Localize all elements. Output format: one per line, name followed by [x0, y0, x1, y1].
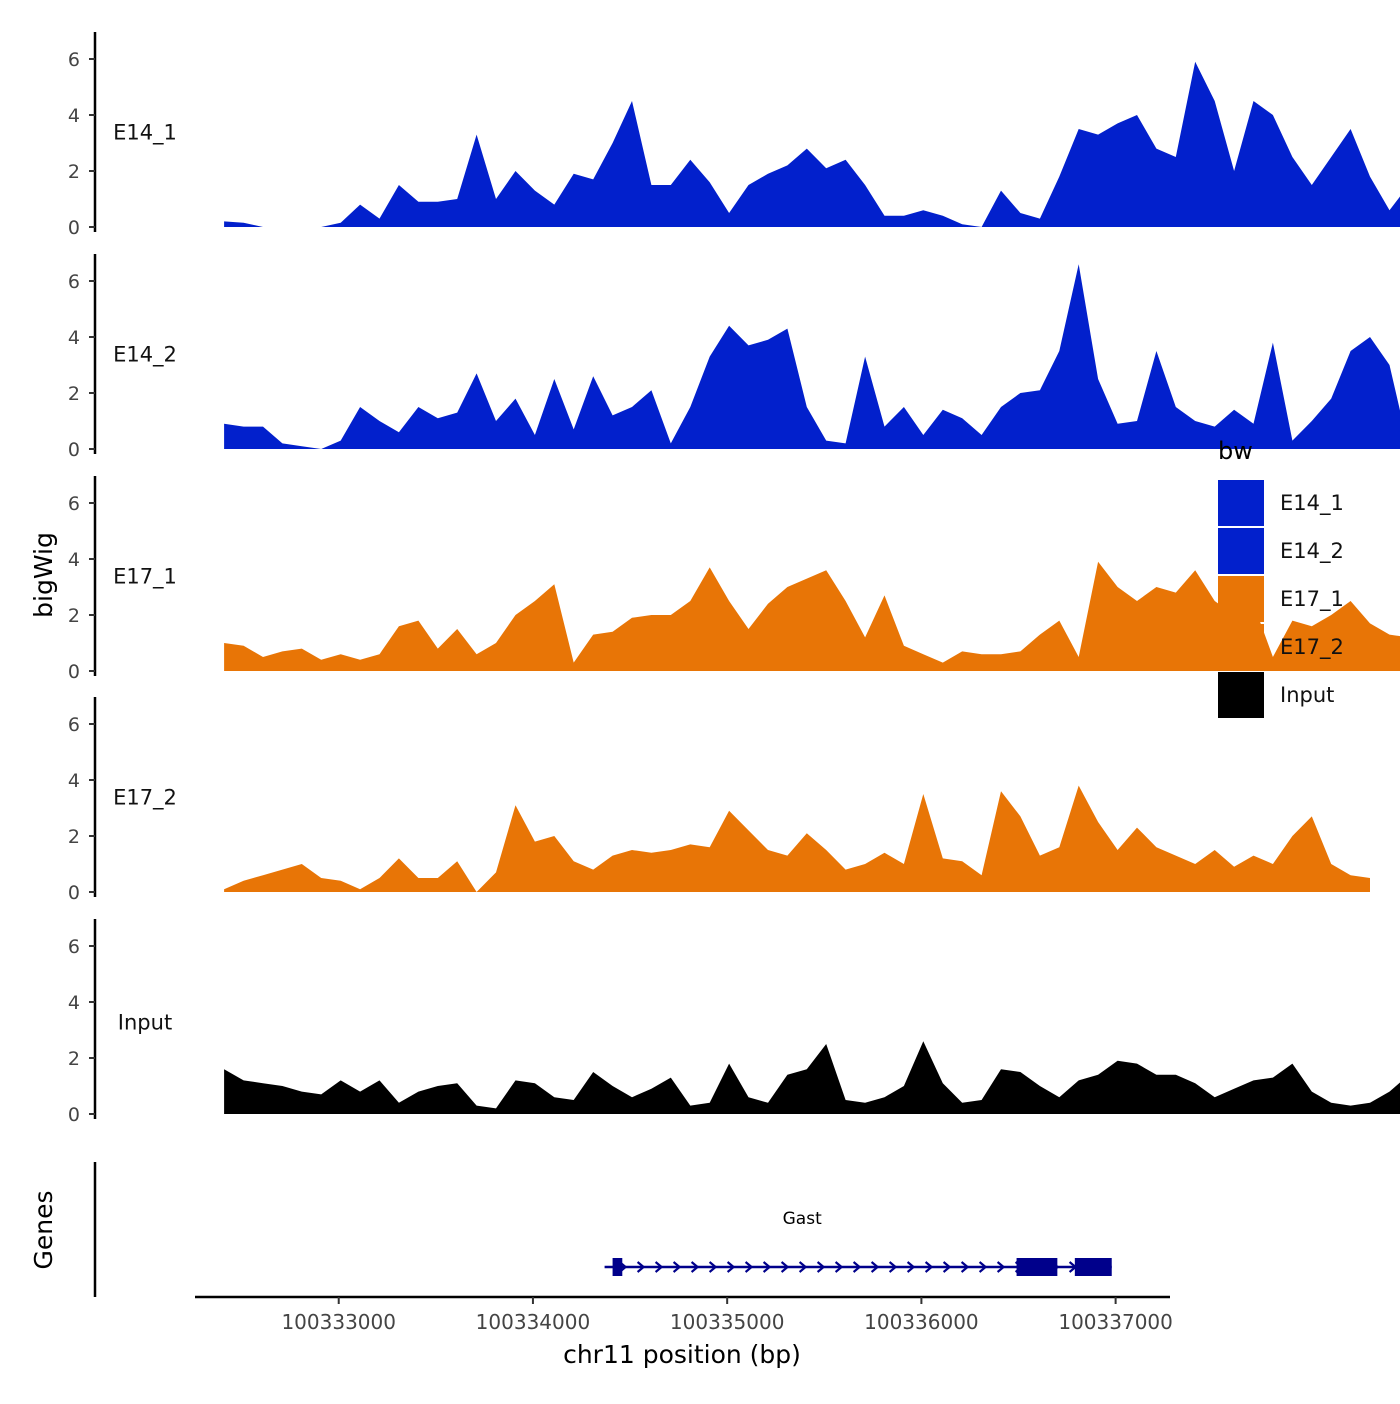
y-tick-label: 2 — [68, 605, 80, 627]
coverage-area-e17-1 — [224, 561, 1400, 671]
y-tick-label: 4 — [68, 327, 80, 349]
y-axis-label: bigWig — [29, 532, 58, 618]
y-tick-label: 2 — [68, 826, 80, 848]
gene-strand-arrow — [798, 1261, 808, 1273]
track-input: 0 2 4 6 Input — [68, 919, 1400, 1126]
y-tick-label: 4 — [68, 770, 80, 792]
coverage-area-e14-1 — [224, 61, 1400, 227]
x-axis-label: chr11 position (bp) — [563, 1340, 801, 1369]
track-e14-2: 0 2 4 6 E14_2 — [68, 254, 1400, 461]
track-label: E14_2 — [113, 343, 177, 368]
gene-strand-arrow — [996, 1261, 1006, 1273]
legend-swatch — [1218, 576, 1264, 622]
legend-label: Input — [1280, 683, 1334, 707]
y-tick-label: 4 — [68, 992, 80, 1014]
legend-swatch — [1218, 480, 1264, 526]
gene-strand-arrow — [654, 1261, 664, 1273]
y-tick-label: 2 — [68, 383, 80, 405]
gene-strand-arrow — [636, 1261, 646, 1273]
legend-swatch — [1218, 624, 1264, 670]
coverage-tracks: 0 2 4 6 E14_1 0 2 4 6 E14_2 0 2 4 6 E17_1 0 2 4 6 E17_2 0 2 4 6… — [68, 32, 1400, 1126]
gene-strand-arrow — [942, 1261, 952, 1273]
y-tick-label: 0 — [68, 217, 80, 239]
track-e14-1: 0 2 4 6 E14_1 — [68, 32, 1400, 239]
y-tick-label: 4 — [68, 105, 80, 127]
x-tick-label: 100335000 — [670, 1310, 785, 1334]
y-tick-label: 0 — [68, 661, 80, 683]
legend-label: E14_2 — [1280, 539, 1344, 564]
gene-strand-arrow — [888, 1261, 898, 1273]
gene-strand-arrow — [708, 1261, 718, 1273]
gene-strand-arrow — [762, 1261, 772, 1273]
y-tick-label: 0 — [68, 439, 80, 461]
y-tick-label: 0 — [68, 882, 80, 904]
x-tick-label: 100333000 — [281, 1310, 396, 1334]
y-tick-label: 2 — [68, 161, 80, 183]
track-e17-1: 0 2 4 6 E17_1 — [68, 476, 1400, 683]
gene-strand-arrow — [744, 1261, 754, 1273]
gene-track-label: Genes — [29, 1190, 58, 1269]
gene-name-label: Gast — [783, 1209, 822, 1229]
y-tick-label: 6 — [68, 714, 80, 736]
gene-exon — [1074, 1258, 1112, 1276]
track-label: E14_1 — [113, 121, 177, 146]
gene-track: Genes Gast — [29, 1162, 1112, 1297]
gene-strand-arrow — [852, 1261, 862, 1273]
x-axis: chr11 position (bp) 100333000 100334000 10… — [195, 1295, 1173, 1369]
legend-title: bw — [1218, 437, 1253, 465]
y-tick-label: 6 — [68, 936, 80, 958]
x-tick-label: 100336000 — [864, 1310, 979, 1334]
coverage-area-e14-2 — [224, 264, 1400, 449]
y-tick-label: 0 — [68, 1104, 80, 1126]
gene-strand-arrow — [978, 1261, 988, 1273]
legend-label: E14_1 — [1280, 491, 1344, 516]
x-tick-label: 100334000 — [476, 1310, 591, 1334]
y-tick-label: 6 — [68, 49, 80, 71]
gene-strand-arrow — [816, 1261, 826, 1273]
legend-swatch — [1218, 528, 1264, 574]
track-label: Input — [118, 1011, 172, 1035]
gene-strand-arrow — [924, 1261, 934, 1273]
gene-strand-arrow — [834, 1261, 844, 1273]
y-tick-label: 6 — [68, 493, 80, 515]
legend-label: E17_1 — [1280, 587, 1344, 612]
gene-strand-arrow — [690, 1261, 700, 1273]
y-tick-label: 4 — [68, 549, 80, 571]
legend: bw E14_1 E14_2 E17_1 E17_2 Input — [1218, 437, 1344, 718]
x-tick-label: 100337000 — [1058, 1310, 1173, 1334]
y-tick-label: 6 — [68, 271, 80, 293]
legend-label: E17_2 — [1280, 635, 1344, 660]
gene-strand-arrow — [672, 1261, 682, 1273]
coverage-area-input — [224, 1041, 1400, 1114]
legend-swatch — [1218, 672, 1264, 718]
gene-exon — [612, 1258, 623, 1276]
gene-strand-arrow — [780, 1261, 790, 1273]
gene-strand-arrow — [726, 1261, 736, 1273]
gene-strand-arrow — [870, 1261, 880, 1273]
coverage-area-e17-2 — [224, 785, 1371, 892]
track-label: E17_1 — [113, 565, 177, 590]
gene-strand-arrow — [906, 1261, 916, 1273]
track-label: E17_2 — [113, 786, 177, 811]
gene-strand-arrow — [960, 1261, 970, 1273]
y-tick-label: 2 — [68, 1048, 80, 1070]
gene-exon — [1016, 1258, 1058, 1276]
track-e17-2: 0 2 4 6 E17_2 — [68, 697, 1371, 904]
